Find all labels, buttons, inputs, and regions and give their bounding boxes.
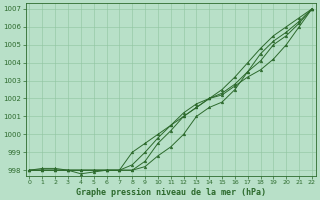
X-axis label: Graphe pression niveau de la mer (hPa): Graphe pression niveau de la mer (hPa) xyxy=(76,188,266,197)
